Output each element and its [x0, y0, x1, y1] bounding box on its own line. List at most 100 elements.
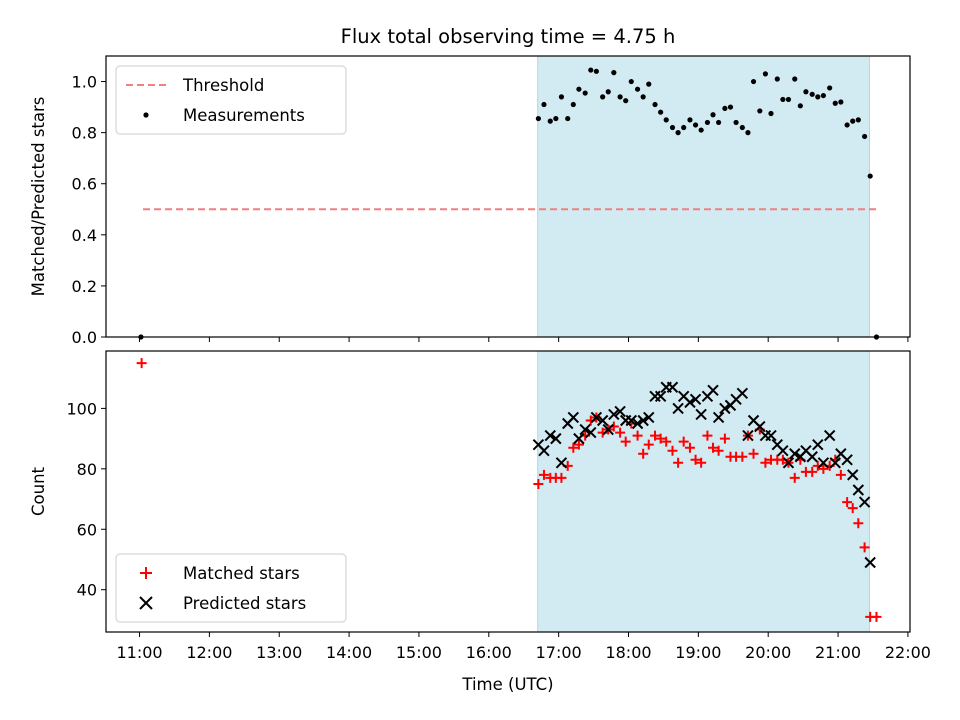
- matched-stars-point: [760, 457, 771, 468]
- measurement-point: [727, 104, 734, 110]
- measurement-point: [605, 89, 611, 95]
- measurement-point: [570, 101, 576, 108]
- predicted-stars-point: [695, 408, 707, 421]
- measurement-point: [774, 76, 780, 82]
- predicted-stars-point: [573, 432, 585, 445]
- count-legend: Matched stars Predicted stars: [115, 553, 347, 623]
- predicted-stars-point: [864, 556, 876, 569]
- measurement-point: [698, 127, 704, 133]
- matched-stars-point: [684, 442, 695, 453]
- matched-stars-point: [713, 445, 724, 456]
- measurement-point: [593, 68, 599, 74]
- legend-label: Matched stars: [183, 564, 300, 583]
- legend-predicted-swatch: [139, 596, 153, 610]
- x-tick-label: 13:00: [256, 643, 302, 662]
- matched-stars-point: [748, 448, 759, 459]
- measurement-point: [617, 94, 623, 100]
- legend-label: Predicted stars: [183, 594, 306, 613]
- measurement-point: [611, 70, 617, 76]
- measurement-point: [867, 173, 873, 179]
- measurement-point: [652, 101, 658, 108]
- measurement-point: [600, 94, 606, 100]
- measurement-point: [861, 133, 868, 140]
- y-tick-label: 0.8: [72, 124, 97, 143]
- matched-stars-point: [533, 478, 544, 489]
- matched-stars-point: [638, 448, 649, 459]
- ratio-axes-frame: [105, 55, 911, 338]
- y-tick-label: 60: [77, 520, 97, 539]
- x-tick-label: 18:00: [605, 643, 651, 662]
- measurement-point: [646, 81, 652, 87]
- measurement-point: [535, 115, 541, 122]
- count-y-ticks: 40 60 80 100: [66, 399, 106, 600]
- measurement-point: [768, 110, 774, 117]
- predicted-stars-point: [765, 429, 777, 442]
- measurement-point: [658, 109, 664, 115]
- matched-stars-point: [807, 466, 818, 477]
- predicted-stars-point: [550, 432, 562, 445]
- legend-box: [115, 553, 347, 623]
- count-series-1: [136, 358, 882, 622]
- measurement-point: [582, 90, 588, 96]
- legend-measurement-swatch: [143, 112, 149, 118]
- predicted-stars-point: [602, 423, 614, 436]
- measurement-point: [797, 103, 803, 109]
- measurement-point: [669, 124, 676, 131]
- measurement-point: [815, 94, 821, 100]
- predicted-stars-point: [777, 445, 789, 457]
- measurement-point: [827, 85, 833, 91]
- measurement-point: [663, 117, 669, 123]
- matched-stars-point: [573, 439, 584, 450]
- matched-stars-point: [847, 503, 858, 514]
- x-axis-label: Time (UTC): [461, 675, 553, 694]
- matched-stars-point: [678, 436, 689, 447]
- measurement-point: [687, 117, 693, 123]
- predicted-stars-point: [689, 393, 702, 406]
- matched-stars-point: [655, 433, 666, 444]
- measurement-point: [750, 78, 757, 85]
- matched-stars-point: [556, 472, 567, 483]
- matched-stars-point: [708, 442, 719, 453]
- measurement-point: [704, 119, 711, 126]
- predicted-stars-point: [841, 454, 853, 466]
- measurement-point: [850, 118, 856, 124]
- matched-stars-point: [650, 430, 661, 441]
- measurement-point: [576, 86, 582, 92]
- predicted-stars-point: [590, 411, 603, 424]
- measurement-point: [681, 124, 687, 131]
- predicted-stars-point: [712, 411, 725, 424]
- legend-box: [115, 65, 347, 135]
- matched-stars-point: [696, 457, 707, 468]
- measurement-point: [634, 86, 641, 92]
- measurement-point: [757, 108, 763, 114]
- ratio-x-ticks: [139, 337, 909, 342]
- matched-stars-point: [661, 436, 672, 447]
- ratio-observing-window: [537, 55, 870, 338]
- ratio-y-ticks: 0.0 0.2 0.4 0.6 0.8 1.0: [72, 73, 106, 347]
- predicted-stars-point: [782, 457, 795, 469]
- measurement-point: [803, 89, 809, 95]
- legend-matched-swatch: [140, 567, 152, 579]
- predicted-stars-point: [666, 381, 679, 393]
- predicted-stars-point: [555, 457, 568, 469]
- matched-stars-point: [538, 469, 549, 480]
- measurement-point: [844, 122, 850, 128]
- predicted-stars-point: [596, 414, 609, 427]
- predicted-stars-point: [654, 390, 667, 403]
- predicted-stars-point: [608, 408, 620, 421]
- figure-title: Flux total observing time = 4.75 h: [341, 25, 676, 48]
- matched-stars-point: [620, 436, 631, 447]
- predicted-stars-point: [806, 451, 818, 463]
- predicted-stars-point: [754, 420, 766, 433]
- x-tick-label: 17:00: [536, 643, 582, 662]
- matched-stars-point: [643, 439, 654, 450]
- measurement-point: [809, 91, 815, 97]
- count-markers: [136, 358, 882, 622]
- measurement-point: [565, 115, 571, 122]
- x-tick-label: 19:00: [675, 643, 721, 662]
- matched-stars-point: [667, 445, 678, 456]
- legend-label: Threshold: [182, 76, 264, 95]
- matched-stars-point: [835, 469, 846, 480]
